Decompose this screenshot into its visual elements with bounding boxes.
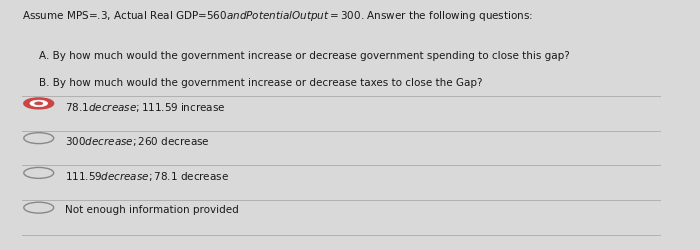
Text: $78.1 decrease; $111.59 increase: $78.1 decrease; $111.59 increase: [64, 100, 225, 113]
Text: B. By how much would the government increase or decrease taxes to close the Gap?: B. By how much would the government incr…: [38, 78, 482, 88]
Text: $300 decrease; $260 decrease: $300 decrease; $260 decrease: [64, 135, 209, 148]
Text: $111.59 decrease; $78.1 decrease: $111.59 decrease; $78.1 decrease: [64, 170, 229, 182]
Circle shape: [24, 98, 54, 110]
Text: A. By how much would the government increase or decrease government spending to : A. By how much would the government incr…: [38, 51, 570, 61]
Circle shape: [35, 102, 43, 106]
Circle shape: [30, 101, 48, 107]
Text: Assume MPS=.3, Actual Real GDP=$560 and Potential Output = $300. Answer the foll: Assume MPS=.3, Actual Real GDP=$560 and …: [22, 9, 533, 23]
Text: Not enough information provided: Not enough information provided: [64, 204, 238, 214]
